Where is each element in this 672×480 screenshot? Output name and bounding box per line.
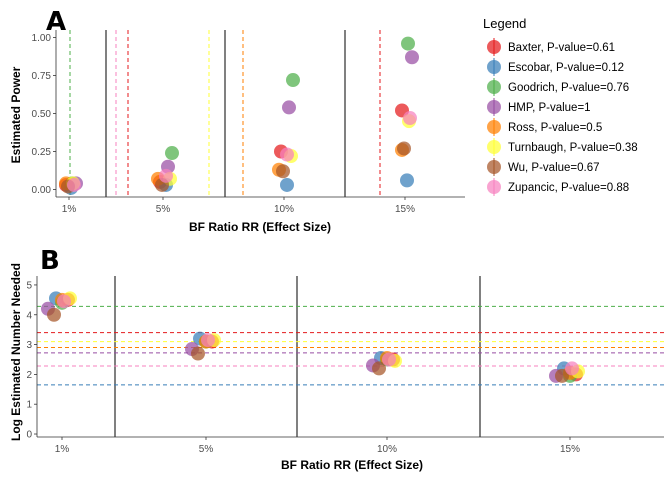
panel-b-plot: 0 1 2 3 4 5 1% 5% 10% 15% [26,276,664,455]
legend-title: Legend [483,16,526,31]
legend-label: HMP, P-value=1 [508,102,591,114]
legend-entry: Wu, P-value=0.67 [487,158,600,176]
legend-key [487,160,501,174]
x-tick-label: 10% [377,444,397,455]
y-tick-label: 0.00 [32,185,52,196]
data-point [555,368,569,383]
legend-entry: Turnbaugh, P-value=0.38 [487,138,638,156]
legend-entry: HMP, P-value=1 [487,98,591,116]
data-point [191,346,205,361]
data-point [401,36,415,51]
data-point [372,361,386,376]
y-tick-label: 4 [26,310,32,321]
legend-key [487,140,501,154]
legend-key [487,40,501,54]
legend-entry: Ross, P-value=0.5 [487,118,602,136]
legend-label: Zupancic, P-value=0.88 [508,182,629,194]
data-point [276,164,290,179]
y-tick-label: 1.00 [32,33,52,44]
data-point [159,168,173,183]
data-point [400,173,414,188]
data-point [382,352,396,367]
x-tick-label: 10% [274,204,294,215]
panel-b-y-title: Log Estimated Number Needed [9,263,23,441]
legend-entry: Baxter, P-value=0.61 [487,38,615,56]
x-tick-label: 5% [199,444,214,455]
legend-label: Goodrich, P-value=0.76 [508,82,629,94]
panel-b-x-title: BF Ratio RR (Effect Size) [281,458,423,472]
legend-key [487,80,501,94]
y-tick-label: 0 [26,430,32,441]
legend-entry: Goodrich, P-value=0.76 [487,78,629,96]
panel-a-label: A [46,7,66,37]
data-point [165,146,179,161]
legend-key [487,60,501,74]
legend-key [487,100,501,114]
y-tick-label: 0.25 [32,147,52,158]
data-point [405,50,419,65]
legend-entry: Zupancic, P-value=0.88 [487,178,629,196]
data-point [397,141,411,156]
data-point [67,177,81,192]
data-point [47,307,61,322]
legend-key [487,120,501,134]
legend-label: Turnbaugh, P-value=0.38 [508,142,638,154]
y-tick-label: 5 [26,280,32,291]
data-point [57,294,71,309]
data-point [286,73,300,88]
data-point [280,147,294,162]
data-point [282,100,296,115]
y-tick-label: 0.50 [32,109,52,120]
legend-label: Ross, P-value=0.5 [508,122,602,134]
panel-a-y-title: Estimated Power [9,66,23,163]
legend-key [487,180,501,194]
panel-a-x-title: BF Ratio RR (Effect Size) [189,220,331,234]
legend-label: Baxter, P-value=0.61 [508,42,615,54]
panel-a-plot: 0.00 0.25 0.50 0.75 1.00 1% 5% 10% 15% [32,30,465,215]
x-tick-label: 15% [560,444,580,455]
legend: Legend Baxter, P-value=0.61 Escobar, P-va… [483,16,638,196]
data-point [403,111,417,126]
panel-b-label: B [40,246,60,276]
legend-entry: Escobar, P-value=0.12 [487,58,624,76]
y-tick-label: 2 [26,370,32,381]
y-tick-label: 3 [26,340,32,351]
data-point [201,333,215,348]
x-tick-label: 1% [55,444,70,455]
y-tick-label: 1 [26,400,32,411]
x-tick-label: 15% [395,204,415,215]
x-tick-label: 1% [62,204,77,215]
legend-label: Wu, P-value=0.67 [508,162,600,174]
legend-label: Escobar, P-value=0.12 [508,62,624,74]
y-tick-label: 0.75 [32,71,52,82]
data-point [280,177,294,192]
data-point [565,361,579,376]
x-tick-label: 5% [156,204,171,215]
